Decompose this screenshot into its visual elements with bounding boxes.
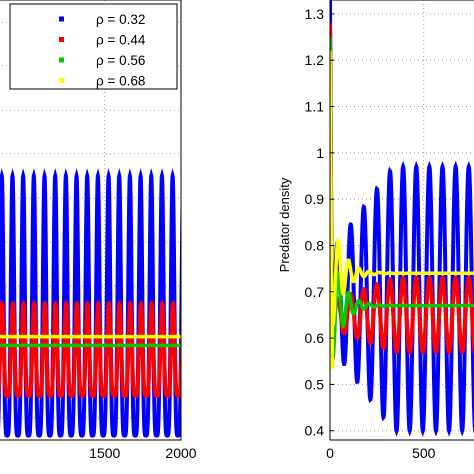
right-series-0-44 — [330, 23, 474, 368]
legend-marker-0-68 — [59, 78, 64, 83]
right-y-tick-label: 0.6 — [305, 330, 325, 346]
legend-marker-0-56 — [59, 57, 64, 63]
right-x-tick-label: 0 — [326, 445, 334, 461]
right-y-tick-label: 1 — [316, 145, 324, 161]
right-series-0-56 — [330, 37, 474, 369]
right-y-tick-label: 0.9 — [305, 191, 325, 207]
right-plot-panel: 0.4 0.5 0.6 0.7 0.8 0.9 1 1.1 1.2 1.3 0 500 Predat… — [277, 0, 474, 461]
right-y-tick-label: 0.5 — [305, 376, 325, 392]
right-x-tick-label: 500 — [412, 445, 436, 461]
right-series-0-68 — [330, 50, 474, 370]
right-y-tick-label: 0.8 — [305, 237, 325, 253]
legend-label-0-44: ρ = 0.44 — [96, 33, 146, 48]
legend: ρ = 0.32 ρ = 0.44 ρ = 0.56 ρ = 0.68 — [9, 3, 178, 90]
left-series-0-44 — [0, 300, 181, 398]
right-series-0-32 — [330, 0, 474, 437]
legend-label-0-68: ρ = 0.68 — [96, 74, 145, 89]
right-y-ticks: 0.4 0.5 0.6 0.7 0.8 0.9 1 1.1 1.2 1.3 — [305, 6, 334, 439]
legend-marker-0-32 — [59, 16, 64, 22]
left-plot-panel: 1500 2000 ρ = 0.32 ρ = 0.44 ρ = 0.56 ρ = 0.6… — [0, 0, 197, 461]
right-y-axis-label: Predator density — [277, 177, 292, 272]
right-x-ticks: 0 500 — [326, 445, 436, 461]
right-y-tick-label: 0.7 — [305, 284, 325, 300]
right-series-group — [330, 0, 474, 437]
left-x-tick-label: 1500 — [89, 445, 120, 461]
left-x-ticks: 1500 2000 — [89, 445, 197, 461]
legend-box — [9, 3, 178, 90]
left-series-group — [0, 168, 181, 438]
right-axes-frame — [329, 0, 474, 441]
right-y-tick-label: 1.3 — [305, 6, 325, 22]
legend-label-0-32: ρ = 0.32 — [96, 12, 145, 27]
left-axes-frame — [0, 0, 182, 441]
legend-label-0-56: ρ = 0.56 — [96, 53, 145, 68]
right-y-tick-label: 0.4 — [305, 423, 325, 439]
right-y-tick-label: 1.1 — [305, 99, 325, 115]
left-x-tick-label: 2000 — [165, 445, 196, 461]
legend-marker-0-44 — [59, 37, 64, 42]
left-series-0-32 — [0, 168, 181, 438]
right-y-tick-label: 1.2 — [305, 52, 325, 68]
